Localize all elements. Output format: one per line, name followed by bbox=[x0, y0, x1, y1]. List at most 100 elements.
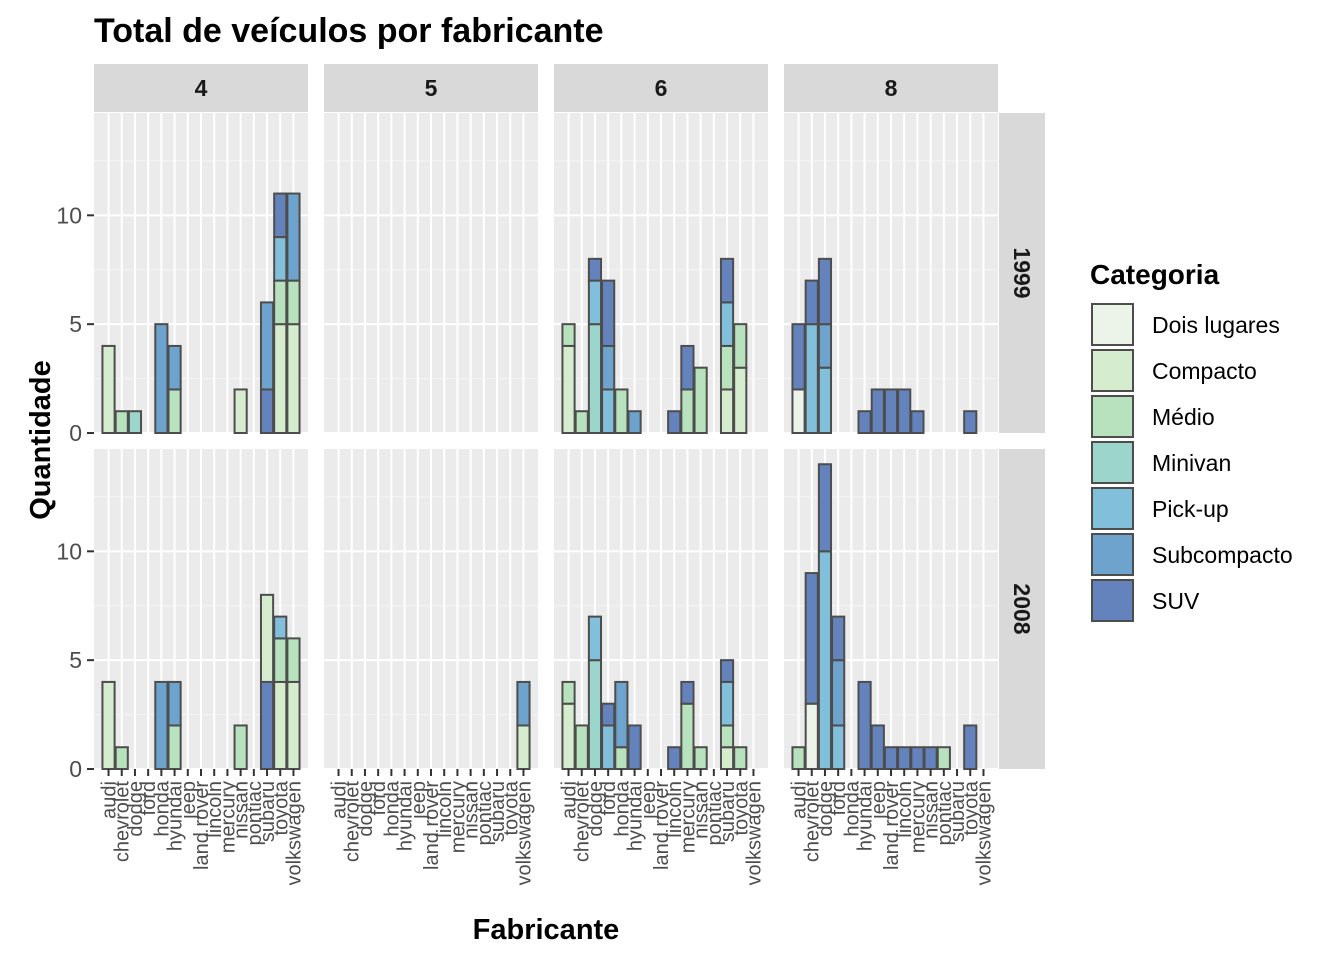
bar-segment-pontiac bbox=[936, 746, 951, 770]
x-tick-label: hyundai bbox=[855, 781, 877, 851]
bar-segment-honda bbox=[614, 388, 629, 434]
legend-label: SUV bbox=[1152, 588, 1200, 614]
bar-segment-mercury bbox=[680, 344, 695, 391]
bar-segment-ford bbox=[601, 724, 616, 770]
bar-segment-honda bbox=[154, 323, 169, 434]
x-tick-label: dodge bbox=[815, 781, 837, 837]
bar-segment-nissan bbox=[693, 366, 708, 434]
bar-segment-volkswagen bbox=[286, 637, 301, 683]
bar-segment-audi bbox=[791, 323, 806, 391]
bar-segment-nissan bbox=[693, 746, 708, 770]
bar-segment-ford bbox=[601, 344, 616, 391]
legend-key bbox=[1091, 533, 1134, 576]
x-tick-label: land rover bbox=[421, 781, 443, 870]
legend: Categoria Dois lugares Compacto Médio Miniv… bbox=[1090, 259, 1293, 622]
bar-segment-dodge bbox=[587, 323, 603, 434]
y-axis-title: Quantidade bbox=[25, 360, 57, 520]
bar-segment-dodge bbox=[817, 550, 833, 770]
bar-segment-audi bbox=[101, 344, 116, 434]
legend-label: Subcompacto bbox=[1152, 542, 1293, 568]
x-tick-label: dodge bbox=[585, 781, 607, 837]
facet-strip-label: 8 bbox=[885, 75, 898, 101]
facet-strip-5 bbox=[324, 64, 538, 112]
bar-segment-dodge bbox=[587, 659, 603, 770]
bar-segment-audi bbox=[561, 323, 576, 347]
x-tick-label: chevrolet bbox=[572, 781, 594, 863]
bar-segment-hyundai bbox=[857, 410, 872, 434]
chart-title: Total de veículos por fabricante bbox=[94, 12, 604, 50]
bar-segment-volkswagen bbox=[516, 724, 531, 770]
x-tick-label: subaru bbox=[717, 781, 739, 842]
bar-segment-ford bbox=[831, 724, 846, 770]
x-tick-label: jeep bbox=[408, 781, 430, 820]
x-tick-label: jeep bbox=[638, 781, 660, 820]
legend-key bbox=[1091, 487, 1134, 530]
x-tick-label: lincoln bbox=[434, 781, 456, 838]
bar-segment-subaru bbox=[719, 724, 735, 749]
bar-segment-ford bbox=[831, 615, 846, 662]
bar-segment-lincoln bbox=[897, 746, 912, 770]
x-tick-label: nissan bbox=[231, 781, 253, 839]
x-tick-label: hyundai bbox=[625, 781, 647, 851]
bar-segment-mercury bbox=[680, 702, 695, 770]
facet-strip-8 bbox=[784, 64, 998, 112]
bar-segment-ford bbox=[601, 279, 616, 347]
bar-segment-mercury bbox=[910, 410, 925, 434]
facet-strip-2008 bbox=[999, 449, 1045, 769]
bar-segment-dodge bbox=[817, 257, 833, 326]
x-tick-label: hyundai bbox=[165, 781, 187, 851]
x-tick-label: honda bbox=[611, 780, 633, 836]
x-tick-label: honda bbox=[381, 780, 403, 836]
bar-segment-subaru bbox=[259, 301, 275, 391]
x-tick-label: ford bbox=[368, 781, 390, 815]
legend-key bbox=[1091, 303, 1134, 346]
bar-segment-toyota bbox=[273, 615, 288, 640]
x-tick-label: pontiac bbox=[244, 781, 266, 846]
bar-segment-jeep bbox=[870, 388, 885, 434]
x-tick-label: volkswagen bbox=[973, 781, 995, 886]
y-tick-label: 10 bbox=[56, 202, 82, 228]
bar-segment-hyundai bbox=[857, 680, 872, 770]
bar-segment-lincoln bbox=[667, 410, 682, 434]
x-tick-label: dodge bbox=[355, 781, 377, 837]
y-tick-label: 10 bbox=[56, 538, 82, 564]
x-tick-label: pontiac bbox=[934, 781, 956, 846]
panel-5-1999 bbox=[324, 113, 538, 434]
x-tick-label: land rover bbox=[651, 781, 673, 870]
x-tick-label: pontiac bbox=[474, 781, 496, 846]
bar-segment-dodge bbox=[587, 257, 603, 282]
bar-segment-land-rover bbox=[883, 388, 899, 434]
x-tick-label: hyundai bbox=[395, 781, 417, 851]
bar-segment-dodge bbox=[817, 463, 833, 553]
y-tick-label: 5 bbox=[69, 311, 82, 337]
x-tick-label: chevrolet bbox=[112, 781, 134, 863]
x-tick-label: pontiac bbox=[704, 781, 726, 846]
x-axis-title: Fabricante bbox=[473, 914, 620, 946]
facet-strip-label: 6 bbox=[655, 75, 668, 101]
bar-segment-chevrolet bbox=[804, 279, 819, 326]
x-tick-label: dodge bbox=[125, 781, 147, 837]
x-tick-label: toyota bbox=[500, 780, 522, 835]
x-tick-label: chevrolet bbox=[342, 781, 364, 863]
bar-segment-hyundai bbox=[627, 410, 642, 434]
legend-title: Categoria bbox=[1090, 259, 1220, 290]
bar-segment-toyota bbox=[273, 192, 288, 239]
bar-segment-toyota bbox=[273, 637, 288, 683]
bar-segment-lincoln bbox=[897, 388, 912, 434]
bar-segment-chevrolet bbox=[114, 746, 129, 770]
legend-label: Compacto bbox=[1152, 358, 1257, 384]
bar-segment-ford bbox=[601, 388, 616, 434]
bar-segment-subaru bbox=[719, 746, 735, 770]
y-tick-label: 0 bbox=[69, 420, 82, 446]
x-tick-label: honda bbox=[841, 780, 863, 836]
legend-label: Minivan bbox=[1152, 450, 1231, 476]
bar-segment-hyundai bbox=[167, 388, 182, 434]
bar-segment-audi bbox=[561, 680, 576, 705]
facet-strip-6 bbox=[554, 64, 768, 112]
x-tick-label: land rover bbox=[881, 781, 903, 870]
x-tick-label: lincoln bbox=[664, 781, 686, 838]
bar-segment-toyota bbox=[963, 724, 978, 770]
x-tick-label: audi bbox=[559, 781, 581, 819]
bar-segment-toyota bbox=[273, 279, 288, 326]
